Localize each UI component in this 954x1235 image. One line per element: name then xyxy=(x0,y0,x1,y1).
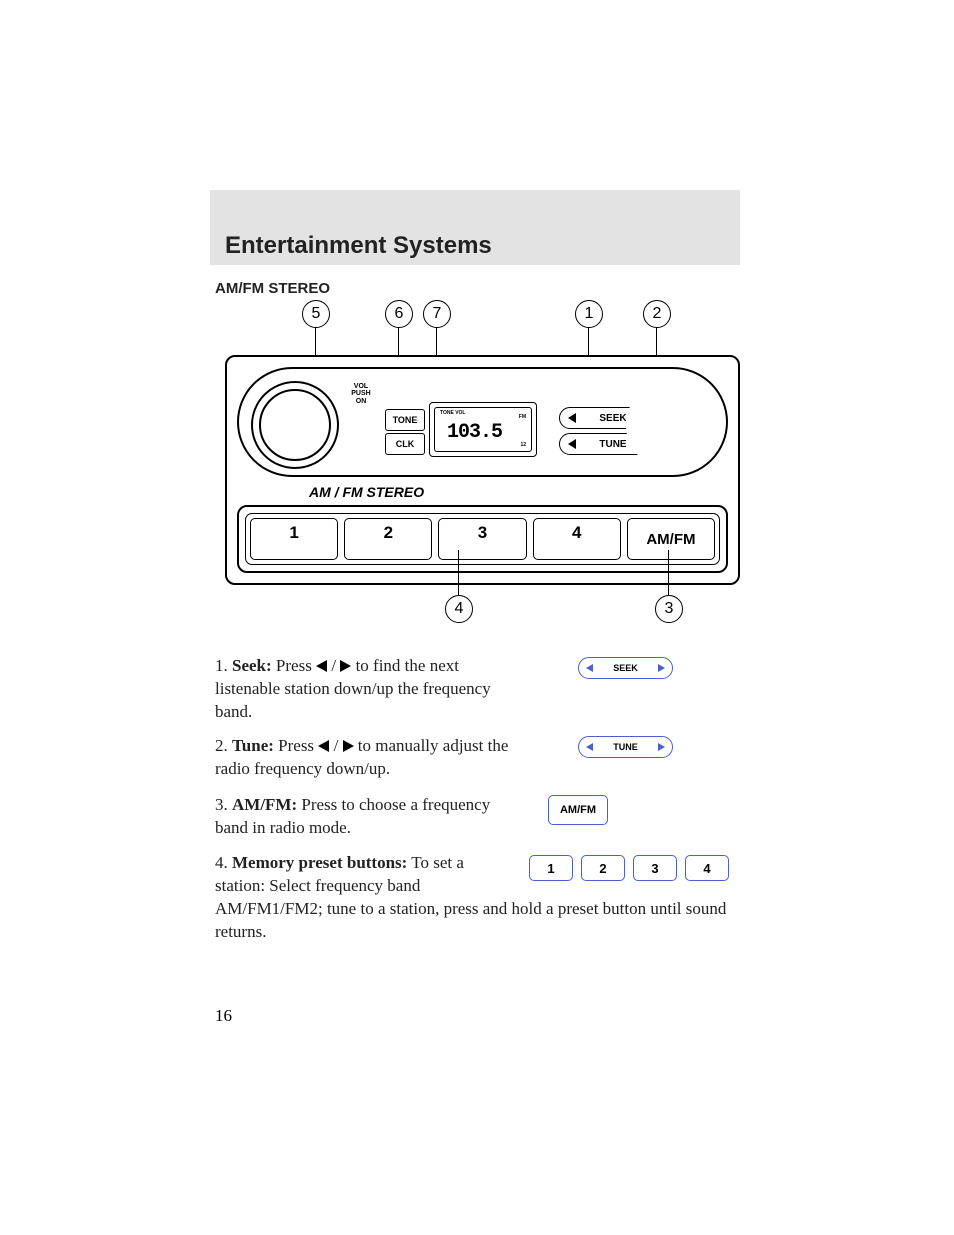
mini-right-icon xyxy=(658,664,665,672)
callout-7: 7 xyxy=(423,300,451,328)
callout-3: 3 xyxy=(655,595,683,623)
callout-6: 6 xyxy=(385,300,413,328)
instruction-amfm: 3. AM/FM: Press to choose a frequency ba… xyxy=(215,794,515,840)
preset-icon-4: 4 xyxy=(685,855,729,881)
leader-line xyxy=(458,550,459,595)
tone-button: TONE xyxy=(385,409,425,431)
preset-num: 4. xyxy=(215,853,228,872)
volume-knob-inner xyxy=(259,389,331,461)
amfm-num: 3. xyxy=(215,795,228,814)
seek-icon-pill: SEEK xyxy=(578,657,673,679)
right-area xyxy=(626,381,714,469)
tune-num: 2. xyxy=(215,736,228,755)
preset-icon-1: 1 xyxy=(529,855,573,881)
mini-right-icon xyxy=(658,743,665,751)
tune-pre: Press xyxy=(278,736,314,755)
instruction-tune: 2. Tune: Press / to manually adjust the … xyxy=(215,735,515,781)
callout-5: 5 xyxy=(302,300,330,328)
display-band: FM xyxy=(519,414,526,420)
radio-diagram: 5 6 7 1 2 VOLPUSHON TONE CLK TONE VOL xyxy=(225,300,740,630)
vol-push-on-label: VOLPUSHON xyxy=(346,383,376,405)
seek-label-text: Seek: xyxy=(232,656,272,675)
preset-2: 2 xyxy=(344,518,432,560)
radio-faceplate: VOLPUSHON TONE CLK TONE VOL FM 103.5 12 xyxy=(225,355,740,585)
left-arrow-icon xyxy=(318,740,329,752)
preset-inner: 1 2 3 4 AM/FM xyxy=(245,513,720,565)
callout-1: 1 xyxy=(575,300,603,328)
preset-row: 1 2 3 4 AM/FM xyxy=(237,505,728,573)
page-number: 16 xyxy=(215,1006,232,1026)
radio-display: TONE VOL FM 103.5 12 xyxy=(429,402,537,457)
seek-label: SEEK xyxy=(599,413,626,424)
seek-num: 1. xyxy=(215,656,228,675)
amfm-icon-btn: AM/FM xyxy=(548,795,608,825)
preset-4: 4 xyxy=(533,518,621,560)
preset-icon-3: 3 xyxy=(633,855,677,881)
preset-label-text: Memory preset buttons: xyxy=(232,853,407,872)
seek-left-icon xyxy=(568,413,576,423)
brand-label: AM / FM STEREO xyxy=(309,484,424,500)
mini-left-icon xyxy=(586,664,593,672)
seek-pre: Press xyxy=(276,656,312,675)
tune-label: TUNE xyxy=(599,439,626,450)
manual-page: Entertainment Systems AM/FM STEREO 5 6 7… xyxy=(0,0,954,1235)
clk-button: CLK xyxy=(385,433,425,455)
left-arrow-icon xyxy=(316,660,327,672)
right-arrow-icon xyxy=(343,740,354,752)
mini-tune-label: TUNE xyxy=(613,742,638,752)
upper-panel: VOLPUSHON TONE CLK TONE VOL FM 103.5 12 xyxy=(237,367,728,477)
page-title: Entertainment Systems xyxy=(225,232,492,260)
preset-icon-2: 2 xyxy=(581,855,625,881)
tune-icon-pill: TUNE xyxy=(578,736,673,758)
display-sub: 12 xyxy=(520,442,526,448)
instruction-seek: 1. Seek: Press / to find the next listen… xyxy=(215,655,515,724)
preset-3: 3 xyxy=(438,518,526,560)
display-frequency: 103.5 xyxy=(447,421,502,444)
display-indicators: TONE VOL xyxy=(440,410,465,416)
right-arrow-icon xyxy=(340,660,351,672)
amfm-label-text: AM/FM: xyxy=(232,795,297,814)
preset-amfm: AM/FM xyxy=(627,518,715,560)
callout-2: 2 xyxy=(643,300,671,328)
mini-seek-label: SEEK xyxy=(613,663,638,673)
callout-4: 4 xyxy=(445,595,473,623)
preset-1: 1 xyxy=(250,518,338,560)
tune-left-icon xyxy=(568,439,576,449)
tune-label-text: Tune: xyxy=(232,736,274,755)
section-subtitle: AM/FM STEREO xyxy=(215,280,330,297)
mini-left-icon xyxy=(586,743,593,751)
display-inner: TONE VOL FM 103.5 12 xyxy=(434,407,532,452)
leader-line xyxy=(668,550,669,595)
